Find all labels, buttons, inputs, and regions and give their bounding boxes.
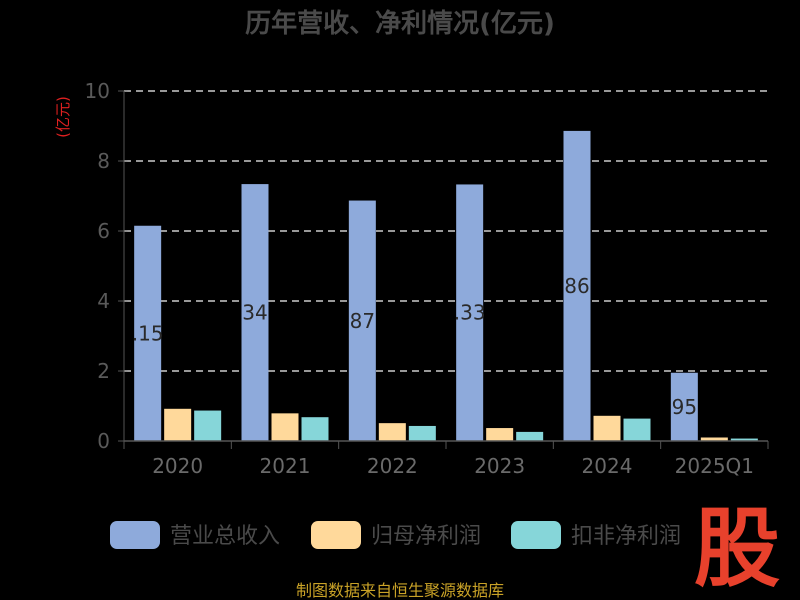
x-tick-label: 2023 [474,454,525,478]
x-tick-label: 2022 [367,454,418,478]
legend-label: 扣非净利润 [571,524,681,549]
data-labels: .15 34 87 .33 86 95 [132,274,697,419]
x-tick-label: 2024 [582,454,633,478]
legend-label: 归母净利润 [371,524,481,549]
y-tick-label: 0 [97,429,110,453]
data-source-note: 制图数据来自恒生聚源数据库 [296,581,504,600]
legend-swatch [110,521,160,549]
legend-label: 营业总收入 [170,524,280,549]
bar [670,372,698,441]
bar [408,425,436,441]
x-axis-ticks: 2020 2021 2022 2023 2024 2025Q1 [123,441,769,478]
bar [271,413,299,441]
bar [730,438,758,441]
bar [164,408,192,441]
bar-data-label: .15 [132,321,164,345]
bar-data-label: 34 [242,301,267,325]
y-tick-label: 6 [97,219,110,243]
legend-swatch [311,521,361,549]
bar [378,423,406,441]
y-tick-label: 4 [97,289,110,313]
bar [194,410,222,441]
logo-mark: 股 [694,499,780,599]
y-axis-unit: (亿元) [54,96,72,138]
bar [348,200,376,441]
bar [456,184,484,441]
bar [700,437,728,441]
y-axis-ticks: 0 2 4 6 8 10 [85,79,124,453]
bar [486,428,514,441]
chart-title: 历年营收、净利情况(亿元) [245,8,555,39]
bar-data-label: 86 [564,274,589,298]
bar-data-label: 95 [672,395,697,419]
bar [241,184,269,441]
x-tick-label: 2020 [152,454,203,478]
bars [134,130,758,441]
bar-data-label: .33 [454,301,486,325]
y-tick-label: 10 [85,79,110,103]
bar [134,225,162,441]
bar [593,415,621,441]
bar [301,417,329,441]
bar-data-label: 87 [350,309,375,333]
bar [516,431,544,441]
x-tick-label: 2021 [260,454,311,478]
bar [563,130,591,441]
grid-lines [124,90,768,372]
bar [623,418,651,441]
legend: 营业总收入 归母净利润 扣非净利润 [110,521,681,549]
y-tick-label: 8 [97,149,110,173]
y-tick-label: 2 [97,359,110,383]
x-tick-label: 2025Q1 [675,454,754,478]
logo-glyph: 股 [694,499,780,599]
legend-swatch [511,521,561,549]
